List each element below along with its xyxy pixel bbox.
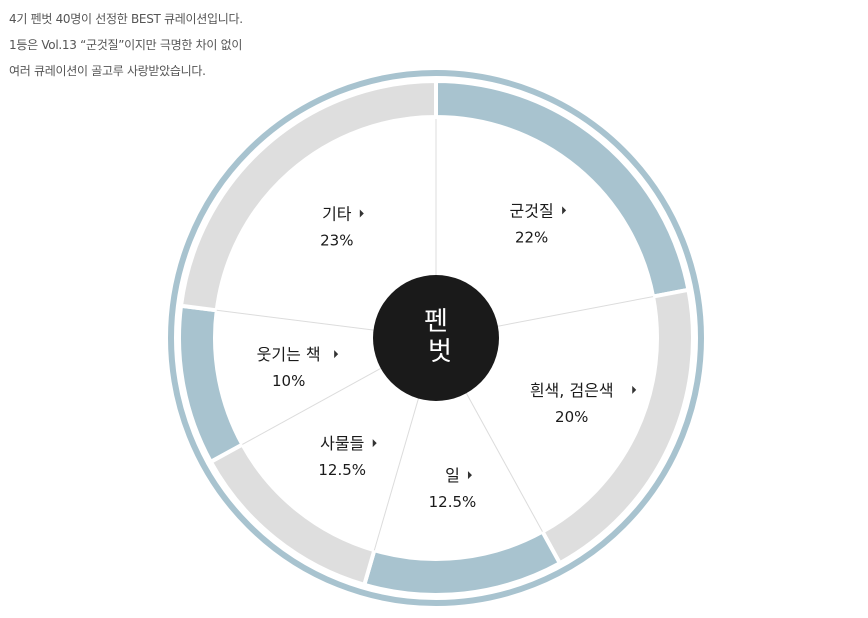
slice-category-label: 웃기는 책	[257, 345, 321, 364]
chevron-right-icon	[562, 206, 567, 215]
outer-ring	[168, 70, 704, 606]
pie-slice	[434, 78, 691, 299]
intro-line-1: 4기 펜벗 40명이 선정한 BEST 큐레이션입니다.	[9, 12, 243, 26]
slice-value-label: 12.5%	[318, 461, 366, 479]
slice-value-label: 22%	[515, 228, 548, 246]
labels-group: 군것질 22% 흰색, 검은색 20% 일 12.5% 사물들 12.5% 웃기는 책 10% 기타…	[257, 201, 637, 511]
center-logo: 펜 벗	[424, 307, 452, 367]
center-circle	[373, 275, 499, 401]
chevron-right-icon	[334, 350, 339, 359]
intro-line-3: 여러 큐레이션이 골고루 사랑받았습니다.	[9, 64, 206, 78]
center-logo-line-2: 벗	[428, 337, 452, 367]
chevron-right-icon	[359, 209, 364, 218]
slice-category-label: 군것질	[510, 201, 554, 220]
center-logo-line-1: 펜	[424, 307, 448, 337]
slice-value-label: 23%	[320, 231, 353, 249]
chevron-right-icon	[467, 471, 472, 480]
slice-value-label: 10%	[272, 372, 305, 390]
intro-line-2: 1등은 Vol.13 “군것질”이지만 극명한 차이 없이	[9, 38, 243, 52]
pie-slice	[178, 78, 438, 313]
slice-value-label: 20%	[555, 408, 588, 426]
slice-category-label: 기타	[322, 204, 352, 223]
slice-value-label: 12.5%	[429, 493, 477, 511]
intro-text: 4기 펜벗 40명이 선정한 BEST 큐레이션입니다. 1등은 Vol.13 …	[9, 6, 243, 84]
segments-group	[177, 78, 695, 597]
chevron-right-icon	[372, 439, 377, 448]
slice-category-label: 사물들	[320, 434, 364, 453]
pie-slice	[539, 287, 695, 566]
chevron-right-icon	[632, 385, 637, 394]
slice-category-label: 흰색, 검은색	[530, 381, 614, 400]
slice-category-label: 일	[445, 466, 460, 485]
